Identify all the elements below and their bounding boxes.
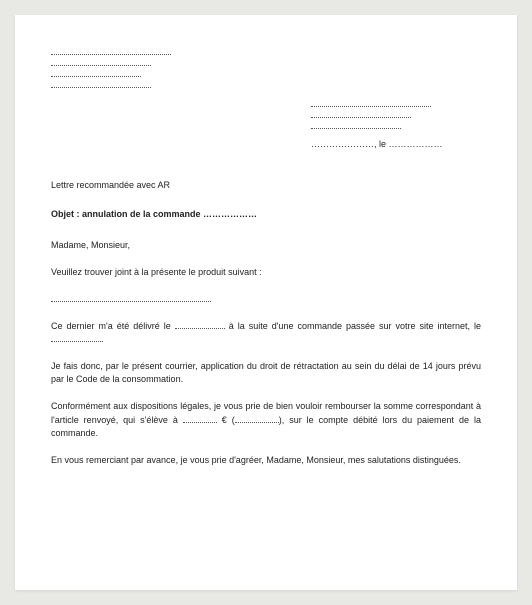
p4b: € (	[217, 415, 235, 425]
amount-placeholder	[183, 415, 217, 423]
sender-line-4	[51, 80, 151, 88]
para-delivery: Ce dernier m'a été délivré le à la suite…	[51, 320, 481, 346]
sender-line-1	[51, 47, 171, 55]
para-refund: Conformément aux dispositions légales, j…	[51, 400, 481, 439]
subject-label: Objet :	[51, 209, 80, 219]
order-date-placeholder	[51, 334, 101, 342]
lrar-line: Lettre recommandée avec AR	[51, 179, 481, 192]
recipient-line-1	[311, 99, 431, 107]
salutation: Madame, Monsieur,	[51, 239, 481, 252]
p2a: Ce dernier m'a été délivré le	[51, 321, 175, 331]
amount-words-placeholder	[235, 415, 279, 423]
recipient-line-3	[311, 121, 401, 129]
recipient-line-2	[311, 110, 411, 118]
product-line	[51, 294, 211, 302]
p2b: à la suite d'une commande passée sur vot…	[229, 321, 481, 331]
delivery-date-placeholder	[175, 321, 225, 329]
sender-line-3	[51, 69, 141, 77]
recipient-address-block	[311, 97, 481, 130]
para-closing: En vous remerciant par avance, je vous p…	[51, 454, 481, 467]
para-intro: Veuillez trouver joint à la présente le …	[51, 266, 481, 279]
p2c: .	[101, 334, 104, 344]
sender-address-block	[51, 45, 481, 89]
letter-page: …………………, le ……………… Lettre recommandée av…	[15, 15, 517, 590]
subject-text: annulation de la commande ………………	[82, 209, 257, 219]
subject-line: Objet : annulation de la commande ………………	[51, 208, 481, 221]
para-retractation: Je fais donc, par le présent courrier, a…	[51, 360, 481, 386]
date-line: …………………, le ………………	[311, 138, 481, 151]
product-placeholder	[51, 293, 481, 306]
sender-line-2	[51, 58, 151, 66]
